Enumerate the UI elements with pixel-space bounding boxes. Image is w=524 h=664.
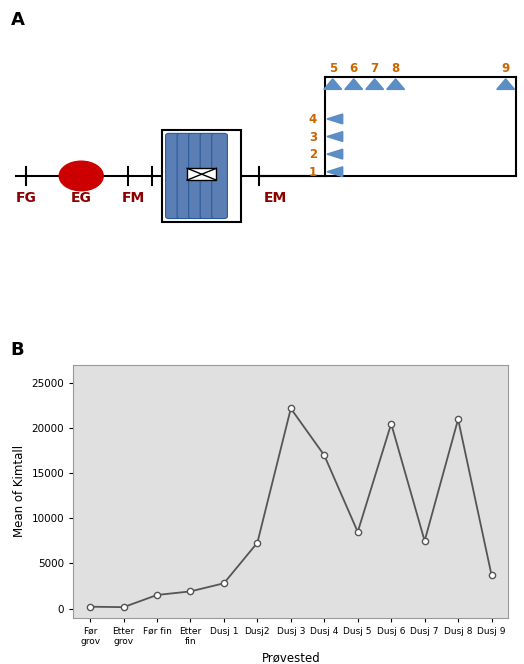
Text: A: A: [10, 11, 24, 29]
Polygon shape: [327, 114, 343, 124]
FancyBboxPatch shape: [177, 133, 193, 218]
Text: FG: FG: [16, 191, 37, 205]
Polygon shape: [387, 79, 405, 90]
Text: 9: 9: [501, 62, 510, 75]
Polygon shape: [366, 79, 384, 90]
Text: 7: 7: [370, 62, 379, 75]
Bar: [162, 130, 241, 222]
Bar: [187, 168, 216, 180]
X-axis label: Prøvested: Prøvested: [261, 651, 320, 664]
Text: EG: EG: [71, 191, 92, 205]
Text: 4: 4: [309, 113, 317, 126]
Polygon shape: [345, 79, 363, 90]
Text: 6: 6: [350, 62, 358, 75]
FancyBboxPatch shape: [212, 133, 227, 218]
FancyBboxPatch shape: [189, 133, 204, 218]
Polygon shape: [327, 131, 343, 141]
Text: 3: 3: [309, 131, 317, 144]
Text: B: B: [10, 341, 24, 359]
Polygon shape: [497, 79, 515, 90]
FancyBboxPatch shape: [166, 133, 181, 218]
FancyBboxPatch shape: [200, 133, 216, 218]
Text: EM: EM: [264, 191, 287, 205]
Text: 5: 5: [329, 62, 337, 75]
Text: 2: 2: [309, 148, 317, 161]
Text: 8: 8: [391, 62, 400, 75]
Text: FM: FM: [122, 191, 145, 205]
Circle shape: [59, 161, 103, 191]
Y-axis label: Mean of Kimtall: Mean of Kimtall: [13, 446, 26, 537]
Polygon shape: [327, 167, 343, 177]
Polygon shape: [324, 79, 342, 90]
Polygon shape: [327, 149, 343, 159]
Text: 1: 1: [309, 166, 317, 179]
